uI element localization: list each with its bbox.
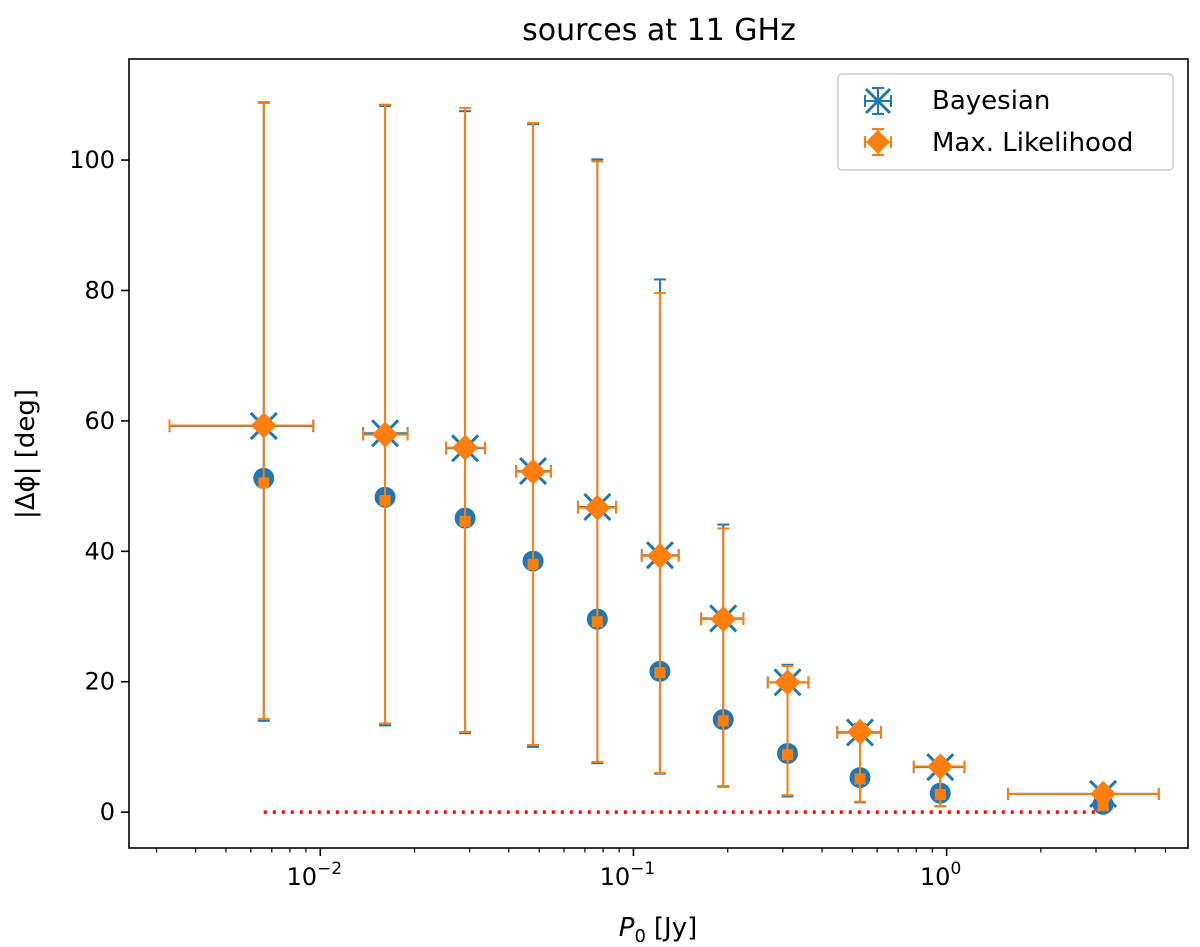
ml-median-point bbox=[854, 773, 866, 785]
x-axis-label: P0 [Jy] bbox=[619, 913, 697, 947]
ml-point bbox=[646, 542, 673, 569]
ml-median-point bbox=[717, 715, 729, 727]
ml-xerrorbar bbox=[1006, 787, 1160, 800]
ml-point bbox=[847, 718, 874, 745]
ml-median-point bbox=[591, 616, 603, 628]
ml-errorbar bbox=[379, 103, 392, 725]
legend-ml-marker bbox=[866, 130, 890, 154]
x-tick-label: 100 bbox=[920, 859, 961, 891]
ml-median-point bbox=[459, 515, 471, 527]
plot-frame bbox=[128, 58, 1189, 849]
ml-median-point bbox=[379, 494, 391, 506]
ml-point bbox=[1090, 780, 1117, 807]
ml-median-point bbox=[258, 477, 270, 489]
y-tick-label: 0 bbox=[100, 798, 115, 826]
y-tick-label: 60 bbox=[84, 407, 115, 435]
legend-label-ml: Max. Likelihood bbox=[932, 128, 1133, 158]
ml-errorbar bbox=[591, 160, 604, 763]
ml-point bbox=[520, 458, 547, 485]
x-tick-label: 10−1 bbox=[600, 859, 656, 891]
y-tick-label: 100 bbox=[69, 146, 115, 174]
ml-point bbox=[372, 421, 399, 448]
legend-label-bayesian: Bayesian bbox=[932, 86, 1050, 116]
y-tick-label: 40 bbox=[84, 537, 115, 565]
chart-title: sources at 11 GHz bbox=[522, 13, 796, 48]
ml-point bbox=[452, 434, 479, 461]
plot-area bbox=[168, 101, 1160, 815]
ml-median-point bbox=[527, 558, 539, 570]
legend-bayesian-marker bbox=[864, 87, 892, 115]
ml-xerrorbar bbox=[168, 419, 315, 432]
axes: 0 20 40 60 80 100 10−2 10−1 100 bbox=[69, 146, 1167, 891]
legend-bayesian-marker-stroke bbox=[864, 87, 892, 115]
ml-point bbox=[927, 753, 954, 780]
ml-median-point bbox=[1097, 800, 1109, 812]
ml-median-point bbox=[782, 749, 794, 761]
ml-errorbar bbox=[459, 106, 472, 733]
x-axis-label-unit: [Jy] bbox=[654, 913, 697, 943]
y-tick-label: 20 bbox=[84, 668, 115, 696]
y-axis-label: |Δϕ| [deg] bbox=[11, 389, 41, 519]
ml-errorbar bbox=[527, 121, 540, 746]
ml-errorbar bbox=[717, 527, 730, 788]
ml-point bbox=[774, 669, 801, 696]
ml-point bbox=[250, 412, 277, 439]
ml-errorbar bbox=[653, 292, 666, 775]
ml-errorbar bbox=[257, 101, 270, 720]
legend-box bbox=[837, 73, 1174, 171]
x-axis-label-symbol: P bbox=[619, 913, 635, 943]
ml-median-point bbox=[934, 789, 946, 801]
ml-point bbox=[710, 606, 737, 633]
ml-point bbox=[584, 494, 611, 521]
x-tick-label: 10−2 bbox=[286, 859, 342, 891]
ml-median-point bbox=[654, 667, 666, 679]
legend: Bayesian Max. Likelihood bbox=[837, 73, 1174, 171]
x-axis-label-subscript: 0 bbox=[634, 926, 645, 947]
y-tick-label: 80 bbox=[84, 276, 115, 304]
